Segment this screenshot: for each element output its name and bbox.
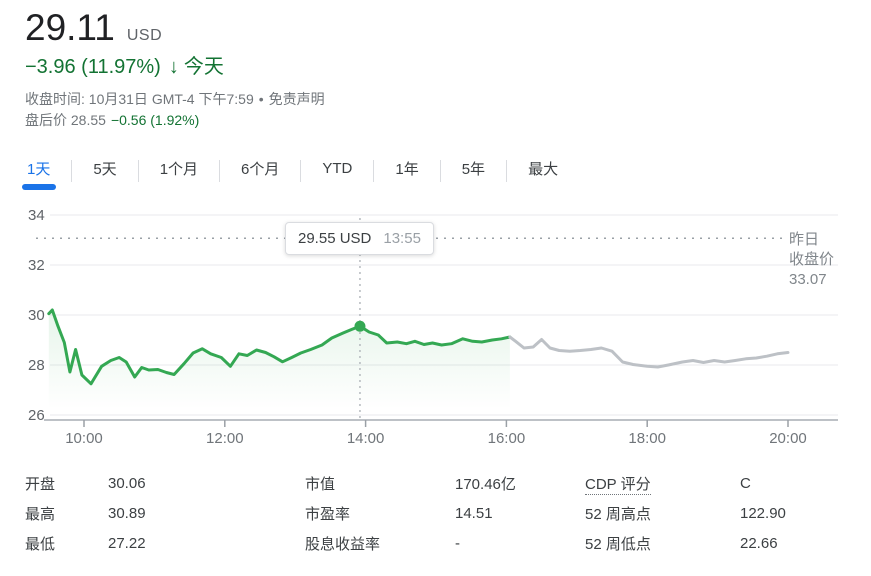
stat-market-cap-value: 170.46亿 <box>455 475 516 493</box>
tab-6m[interactable]: 6个月 <box>241 161 280 178</box>
stat-open-label: 开盘 <box>25 475 56 493</box>
x-tick-label: 10:00 <box>65 430 103 447</box>
key-stats: 开盘 30.06 最高 30.89 最低 27.22 市值 170.46亿 市盈… <box>25 468 871 558</box>
stat-cdp-score-value: C <box>740 474 751 492</box>
prev-close-value: 33.07 <box>789 271 827 288</box>
tab-1y[interactable]: 1年 <box>395 161 419 178</box>
stat-dividend-yield-label: 股息收益率 <box>305 535 381 553</box>
stat-low-value: 27.22 <box>108 534 146 552</box>
stat-low: 最低 27.22 <box>25 528 305 558</box>
stats-column-3: CDP 评分 C 52 周高点 122.90 52 周低点 22.66 <box>585 468 871 558</box>
disclaimer-link[interactable]: 免责声明 <box>268 91 325 107</box>
after-hours-label: 盘后价 <box>25 112 67 128</box>
change-period: 今天 <box>183 56 224 78</box>
tab-max[interactable]: 最大 <box>528 161 559 178</box>
after-hours-change: −0.56 (1.92%) <box>110 112 200 128</box>
tab-divider <box>439 160 441 182</box>
x-tick-label: 20:00 <box>769 430 807 447</box>
currency-code: USD <box>126 27 163 44</box>
tooltip-time: 13:55 <box>383 230 421 247</box>
x-tick-label: 16:00 <box>488 430 526 447</box>
tab-divider <box>71 160 73 182</box>
x-tick-label: 12:00 <box>206 430 244 447</box>
tab-divider <box>300 160 302 182</box>
tooltip-dot <box>354 320 366 332</box>
stat-cdp-score-label-text[interactable]: CDP 评分 <box>585 475 651 495</box>
after-hours-price: 28.55 <box>70 112 106 128</box>
stat-52wk-low: 52 周低点 22.66 <box>585 528 871 558</box>
stat-52wk-low-value: 22.66 <box>740 534 778 552</box>
stat-market-cap: 市值 170.46亿 <box>305 468 585 498</box>
price-change-row: −3.96 (11.97%) ↓ 今天 <box>25 55 871 79</box>
arrow-down-icon: ↓ <box>168 56 179 78</box>
tab-1d[interactable]: 1天 <box>21 149 71 193</box>
y-tick-label: 34 <box>28 207 45 224</box>
stat-dividend-yield-value: - <box>455 534 460 552</box>
prev-close-line2: 收盘价 <box>789 251 835 268</box>
bullet-separator: • <box>258 91 264 107</box>
price-row: 29.11 USD <box>25 8 871 48</box>
y-tick-label: 32 <box>28 257 45 274</box>
stat-52wk-high-label: 52 周高点 <box>585 505 651 523</box>
stat-open-value: 30.06 <box>108 474 146 492</box>
quote-header: 29.11 USD −3.96 (11.97%) ↓ 今天 收盘时间: 10月31日… <box>0 0 871 129</box>
x-tick-label: 18:00 <box>628 430 666 447</box>
tooltip-price: 29.55 USD <box>298 230 372 247</box>
x-tick-label: 14:00 <box>347 430 385 447</box>
tab-divider <box>373 160 375 182</box>
stat-high-label: 最高 <box>25 505 56 523</box>
tab-5d[interactable]: 5天 <box>93 161 117 178</box>
current-price: 29.11 <box>25 7 115 48</box>
price-chart[interactable]: 26 28 30 32 34 10:00 12:00 14:00 16:00 18:00 20:00 <box>0 200 871 456</box>
chart-tooltip: 29.55 USD 13:55 <box>285 222 434 255</box>
stat-open: 开盘 30.06 <box>25 468 305 498</box>
tab-ytd[interactable]: YTD <box>322 160 353 177</box>
stat-52wk-low-label: 52 周低点 <box>585 535 651 553</box>
stat-pe-ratio-value: 14.51 <box>455 504 493 522</box>
stat-pe-ratio-label: 市盈率 <box>305 505 351 523</box>
stat-52wk-high-value: 122.90 <box>740 504 786 522</box>
stat-pe-ratio: 市盈率 14.51 <box>305 498 585 528</box>
tab-5y[interactable]: 5年 <box>461 161 486 178</box>
price-line-afterhours <box>508 335 790 369</box>
stat-52wk-high: 52 周高点 122.90 <box>585 498 871 528</box>
price-line-regular <box>47 308 512 386</box>
y-tick-label: 30 <box>28 307 45 324</box>
stat-cdp-score: CDP 评分 C <box>585 468 871 498</box>
price-change: −3.96 (11.97%) <box>25 56 161 78</box>
stat-low-label: 最低 <box>25 535 56 553</box>
stats-column-2: 市值 170.46亿 市盈率 14.51 股息收益率 - <box>305 468 585 558</box>
after-hours-row: 盘后价 28.55 −0.56 (1.92%) <box>25 112 871 129</box>
stats-column-1: 开盘 30.06 最高 30.89 最低 27.22 <box>25 468 305 558</box>
tab-divider <box>219 160 221 182</box>
y-tick-label: 26 <box>28 407 45 424</box>
y-tick-label: 28 <box>28 357 45 374</box>
stat-high-value: 30.89 <box>108 504 146 522</box>
stat-high: 最高 30.89 <box>25 498 305 528</box>
stat-market-cap-label: 市值 <box>305 475 336 493</box>
close-time-text: 收盘时间: 10月31日 GMT-4 下午7:59 <box>25 91 254 107</box>
tab-divider <box>506 160 508 182</box>
prev-close-label: 昨日 收盘价 33.07 <box>789 230 834 290</box>
tab-1m[interactable]: 1个月 <box>159 161 199 178</box>
price-area <box>48 310 510 420</box>
stat-dividend-yield: 股息收益率 - <box>305 528 585 558</box>
tab-divider <box>137 160 139 182</box>
market-close-info: 收盘时间: 10月31日 GMT-4 下午7:59 • 免责声明 <box>25 91 871 108</box>
prev-close-line1: 昨日 <box>789 231 820 248</box>
stat-cdp-score-label: CDP 评分 <box>585 473 740 495</box>
time-range-tabs: 1天 5天 1个月 6个月 YTD 1年 5年 最大 <box>21 149 871 193</box>
